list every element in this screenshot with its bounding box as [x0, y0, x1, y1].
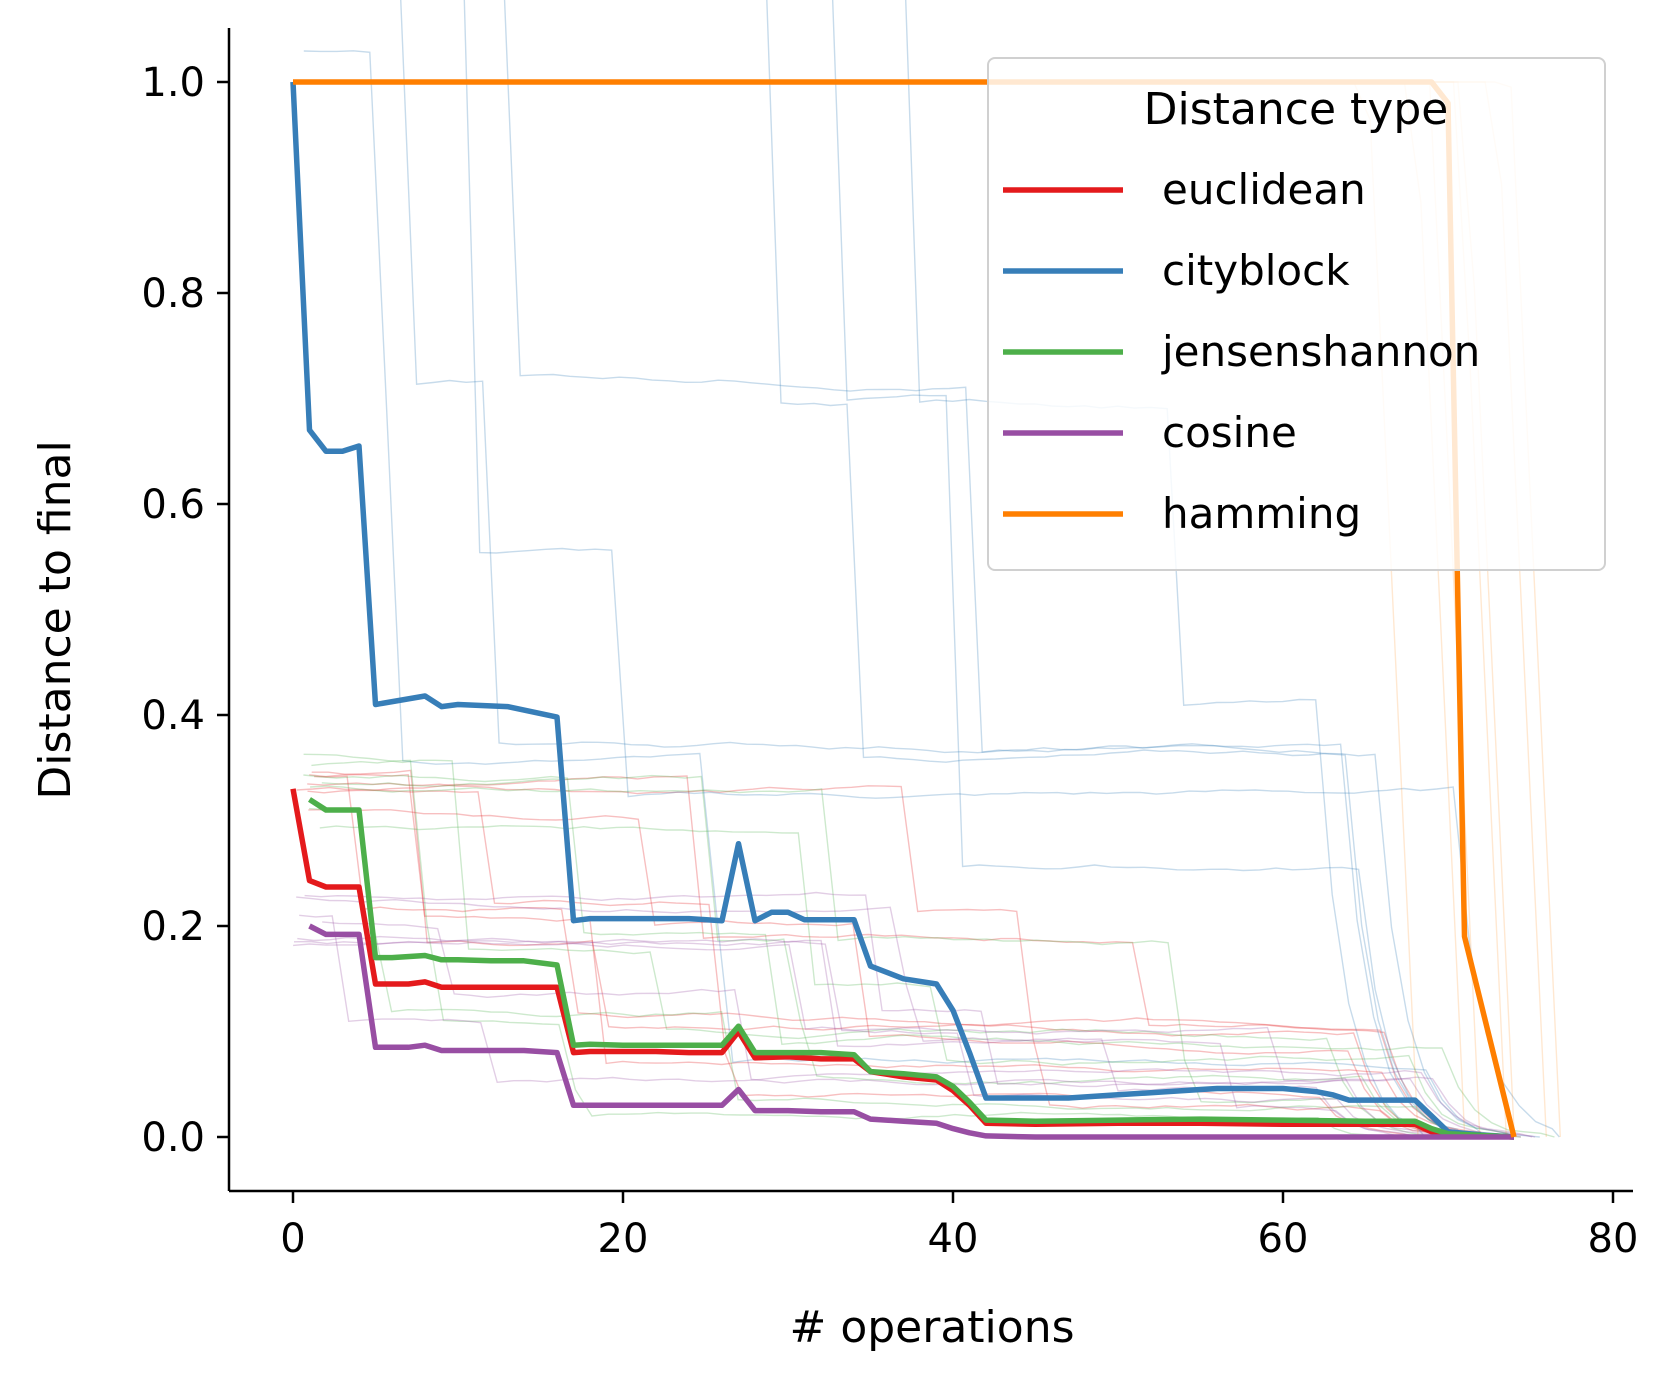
legend-label-cityblock: cityblock [1162, 246, 1350, 295]
series-line-cosine [308, 923, 1514, 1140]
trial-line-cityblock [400, 0, 1442, 1138]
series-line-euclidean [290, 788, 1515, 1140]
y-tick-label: 0.6 [141, 482, 205, 528]
trial-line-euclidean [311, 769, 1486, 1138]
trial-line-jensenshannon [319, 824, 1510, 1138]
legend: Distance type euclidean cityblock jensensh… [987, 57, 1606, 571]
x-tick-label: 80 [1588, 1216, 1639, 1262]
trial-line-euclidean [314, 775, 1469, 1138]
trial-line-cosine [322, 921, 1451, 1138]
y-tick-label: 0.2 [141, 904, 205, 950]
legend-label-jensenshannon: jensenshannon [1161, 327, 1480, 376]
x-axis-title: # operations [789, 1302, 1074, 1353]
x-tick-label: 20 [598, 1216, 649, 1262]
trial-line-cityblock [766, 0, 1487, 1138]
trial-line-cosine [296, 896, 1450, 1138]
trial-line-euclidean [307, 782, 1489, 1138]
legend-label-hamming: hamming [1162, 489, 1361, 538]
legend-label-cosine: cosine [1162, 408, 1297, 457]
x-tick-label: 60 [1258, 1216, 1309, 1262]
trial-line-euclidean [296, 786, 1420, 1138]
legend-title: Distance type [1144, 84, 1449, 135]
x-tick-label: 0 [280, 1216, 305, 1262]
axes [227, 28, 1633, 1193]
legend-box [987, 57, 1606, 571]
trial-line-euclidean [308, 808, 1452, 1138]
y-tick-label: 0.8 [141, 271, 205, 317]
series-line-cityblock [290, 81, 1515, 1140]
y-axis-title: Distance to final [30, 440, 81, 799]
trial-line-cityblock [905, 0, 1426, 1138]
trial-line-cosine [304, 891, 1521, 1138]
trial-line-cosine [293, 937, 1536, 1138]
y-tick-label: 0.4 [141, 693, 205, 739]
y-tick-label: 0.0 [141, 1115, 205, 1161]
trial-line-cityblock [463, 0, 1560, 1138]
trial-line-cityblock [831, 0, 1463, 1138]
legend-items: euclidean cityblock jensenshannon cosine ham… [1003, 165, 1480, 538]
trial-line-jensenshannon [321, 774, 1474, 1138]
x-tick-label: 40 [928, 1216, 979, 1262]
trial-line-euclidean [309, 773, 1482, 1138]
trial-line-jensenshannon [309, 807, 1521, 1138]
trial-line-cityblock [303, 50, 1540, 1138]
series-line-jensenshannon [308, 797, 1515, 1140]
trial-line-cityblock [503, 0, 1446, 1138]
legend-label-euclidean: euclidean [1162, 165, 1366, 214]
trial-line-jensenshannon [303, 753, 1438, 1138]
trial-line-euclidean [307, 775, 1494, 1138]
trial-line-cosine [297, 935, 1449, 1138]
y-tick-label: 1.0 [141, 60, 205, 106]
trial-line-jensenshannon [310, 785, 1494, 1138]
ticks: 0 20 40 60 80 0.0 0.2 0.4 0.6 0.8 1.0 [141, 60, 1638, 1262]
trial-line-jensenshannon [303, 774, 1555, 1138]
